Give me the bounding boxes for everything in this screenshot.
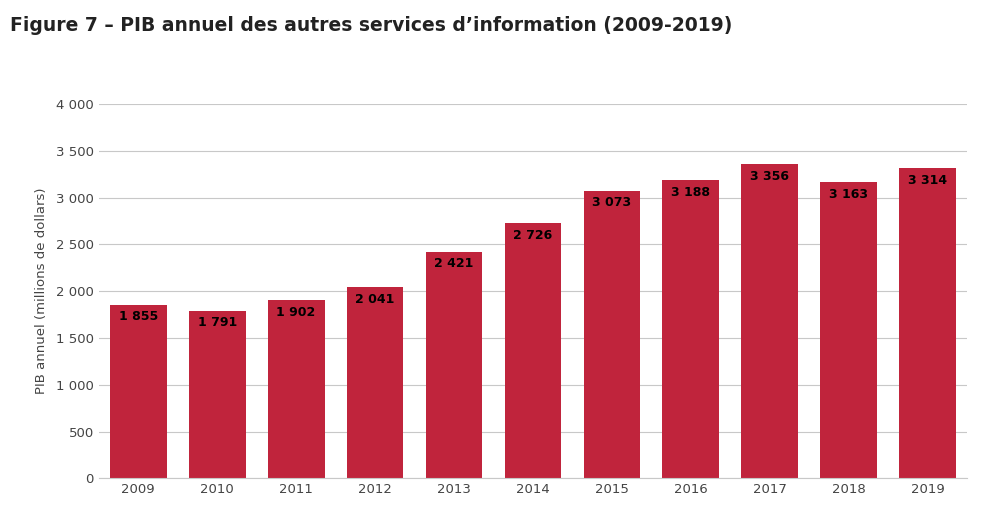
Bar: [583, 191, 640, 478]
Bar: [267, 301, 324, 478]
Text: 2 726: 2 726: [513, 229, 552, 242]
Bar: [346, 288, 403, 478]
Bar: [188, 311, 246, 478]
Text: 1 855: 1 855: [118, 310, 158, 323]
Text: 1 791: 1 791: [197, 316, 237, 329]
Bar: [425, 252, 482, 478]
Bar: [898, 168, 955, 478]
Bar: [109, 305, 167, 478]
Text: 3 163: 3 163: [828, 188, 868, 201]
Bar: [819, 183, 877, 478]
Bar: [740, 164, 798, 478]
Text: 3 188: 3 188: [670, 186, 710, 199]
Text: 1 902: 1 902: [276, 306, 316, 319]
Text: 2 421: 2 421: [434, 257, 473, 270]
Bar: [504, 223, 561, 478]
Y-axis label: PIB annuel (millions de dollars): PIB annuel (millions de dollars): [35, 188, 47, 395]
Text: Figure 7 – PIB annuel des autres services d’information (2009-2019): Figure 7 – PIB annuel des autres service…: [10, 16, 732, 35]
Text: 3 356: 3 356: [749, 170, 789, 183]
Text: 3 314: 3 314: [907, 174, 947, 187]
Bar: [662, 180, 719, 478]
Text: 3 073: 3 073: [592, 197, 631, 210]
Text: 2 041: 2 041: [355, 293, 394, 306]
